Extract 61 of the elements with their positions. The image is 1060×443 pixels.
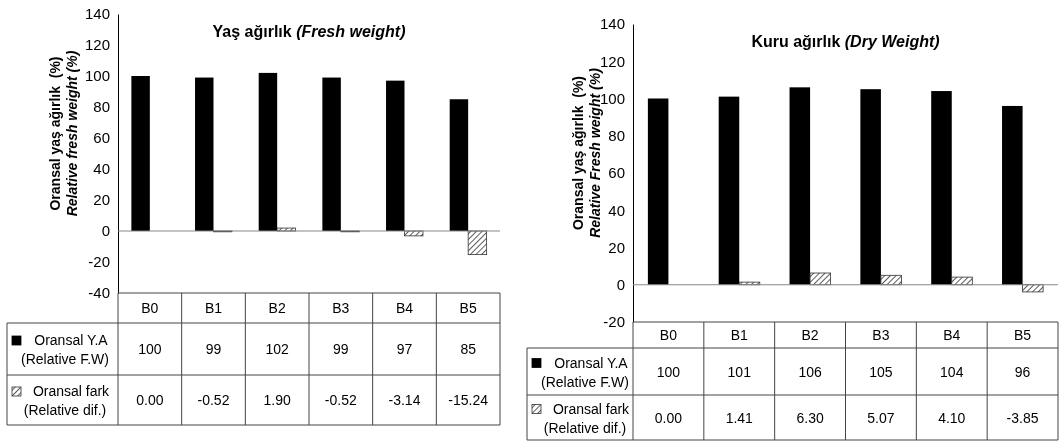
data-label: 102	[265, 341, 290, 357]
data-label: 101	[727, 363, 752, 380]
y-tick-label: -40	[88, 284, 110, 302]
y-tick-label: 0	[101, 222, 110, 240]
data-label: 5.07	[867, 409, 895, 426]
legend-label: Oransal Y.A (Relative F.W)	[21, 332, 109, 367]
x-tick-label: B2	[801, 327, 819, 343]
y-tick-label: 40	[93, 160, 110, 178]
y-tick-label: 20	[608, 238, 625, 256]
x-tick-label: B5	[1014, 327, 1032, 343]
x-tick-label: B4	[943, 327, 961, 343]
y-tick-label: 120	[599, 52, 625, 70]
y-tick-label: 140	[84, 5, 110, 23]
x-tick-label: B3	[872, 327, 890, 343]
y-tick-label: 20	[93, 191, 110, 209]
data-label: -3.14	[388, 392, 421, 408]
x-tick-label: B0	[659, 327, 678, 343]
y-tick-label: 80	[93, 98, 110, 116]
y-tick-label: 140	[599, 15, 625, 33]
data-label: 97	[396, 341, 413, 357]
data-label: 6.30	[796, 409, 824, 426]
x-tick-label: B4	[395, 300, 414, 316]
data-label: -15.24	[448, 392, 489, 408]
data-label: -0.52	[324, 392, 357, 408]
data-label: -3.85	[1006, 409, 1039, 426]
y-tick-label: 80	[608, 127, 625, 145]
data-label: 96	[1014, 363, 1031, 380]
data-label: 100	[656, 363, 681, 380]
x-tick-label: B1	[730, 327, 749, 343]
x-tick-label: B0	[141, 300, 159, 316]
y-axis-title: Oransal yaş ağırlık (%) Relative fresh weight (%)	[47, 50, 80, 217]
data-label: 105	[869, 363, 893, 380]
text: Kuru ağırlık (Dry Weight)	[751, 33, 940, 50]
y-tick-label: 40	[608, 201, 625, 219]
text: Yaş ağırlık (Fresh weight)	[212, 23, 406, 40]
data-label: 1.41	[725, 409, 754, 426]
data-label: 85	[460, 341, 477, 357]
x-tick-label: B5	[459, 300, 477, 316]
y-tick-label: -20	[603, 313, 625, 331]
y-tick-label: 60	[93, 129, 110, 147]
data-label: 99	[205, 341, 222, 357]
x-tick-label: B1	[204, 300, 223, 316]
data-label: 4.10	[938, 409, 966, 426]
y-tick-label: -20	[88, 253, 110, 271]
data-label: 106	[798, 363, 822, 380]
data-label: 0.00	[654, 409, 683, 426]
data-label: 99	[333, 341, 349, 357]
x-tick-label: B2	[268, 300, 286, 316]
data-label: -0.52	[197, 392, 230, 408]
data-label: 0.00	[136, 392, 164, 408]
y-tick-label: 0	[616, 276, 625, 294]
y-tick-label: 100	[84, 67, 110, 85]
data-label: 100	[138, 341, 162, 357]
data-label: 1.90	[263, 392, 291, 408]
x-tick-label: B3	[332, 300, 350, 316]
y-tick-label: 120	[84, 36, 110, 54]
data-label: 104	[940, 363, 964, 380]
y-tick-label: 60	[608, 164, 625, 182]
legend-label: Oransal Y.A (Relative F.W)	[541, 354, 629, 390]
legend-label: Oransal fark (Relative dif.)	[23, 383, 111, 418]
legend-label: Oransal fark (Relative dif.)	[543, 400, 631, 436]
